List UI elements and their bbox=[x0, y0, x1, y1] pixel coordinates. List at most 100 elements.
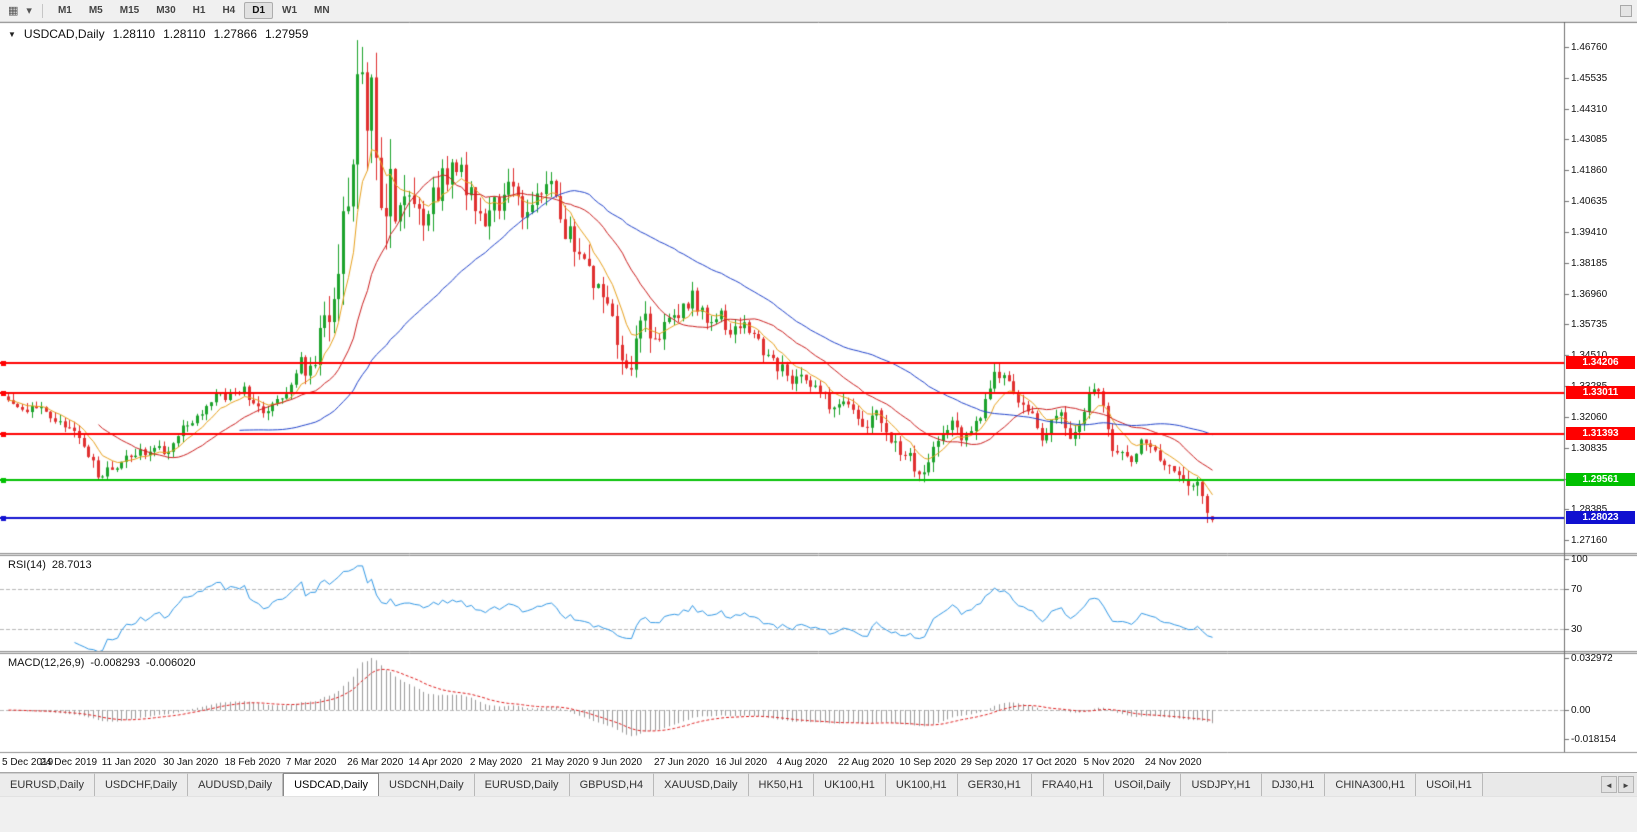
macd-scale-label: -0.018154 bbox=[1571, 733, 1617, 745]
date-scale-label: 24 Dec 2019 bbox=[40, 757, 98, 768]
price-line-tag: 1.28023 bbox=[1566, 511, 1635, 524]
date-scale-label: 14 Apr 2020 bbox=[408, 757, 463, 768]
chart-tab-12-fra40-h1[interactable]: FRA40,H1 bbox=[1031, 773, 1105, 796]
date-scale-label: 26 Mar 2020 bbox=[347, 757, 404, 768]
macd-signal-value: -0.006020 bbox=[145, 657, 196, 669]
toolbar: ▦ ▾ M1 M5 M15 M30 H1 H4 D1 W1 MN bbox=[0, 0, 1637, 22]
ohlc-high: 1.28110 bbox=[163, 27, 206, 41]
toolbar-separator bbox=[41, 3, 43, 18]
price-scale-label: 1.46760 bbox=[1571, 41, 1608, 53]
price-scale-label: 1.27160 bbox=[1571, 535, 1608, 547]
collapse-triangle-icon[interactable]: ▼ bbox=[8, 29, 16, 39]
timeframe-button-m15[interactable]: M15 bbox=[119, 5, 140, 16]
date-scale-label: 4 Aug 2020 bbox=[776, 757, 828, 768]
timeframe-button-m30[interactable]: M30 bbox=[156, 5, 176, 16]
rsi-name: RSI(14) bbox=[8, 559, 46, 571]
tab-scroll-arrows: ◄ ► bbox=[1600, 773, 1637, 796]
chart-tab-15-dj30-h1[interactable]: DJ30,H1 bbox=[1261, 773, 1326, 796]
chart-tab-17-usoil-h1[interactable]: USOil,H1 bbox=[1416, 773, 1483, 796]
chart-tab-14-usdjpy-h1[interactable]: USDJPY,H1 bbox=[1181, 773, 1262, 796]
tabs-scroll-left-icon[interactable]: ◄ bbox=[1601, 776, 1617, 793]
date-scale-label: 2 May 2020 bbox=[469, 757, 523, 768]
timeframe-button-group: M1 M5 M15 M30 H1 H4 D1 W1 MN bbox=[50, 2, 338, 19]
price-scale-label: 1.43085 bbox=[1571, 134, 1608, 146]
chart-title: ▼ USDCAD,Daily 1.28110 1.28110 1.27866 1… bbox=[8, 27, 308, 41]
chart-symbol-period: USDCAD,Daily bbox=[23, 27, 105, 41]
chart-tab-10-uk100-h1[interactable]: UK100,H1 bbox=[885, 773, 958, 796]
timeframe-button-m1[interactable]: M1 bbox=[57, 5, 72, 16]
price-line-tag: 1.34206 bbox=[1566, 356, 1635, 369]
price-scale-label: 1.28385 bbox=[1571, 504, 1608, 516]
rsi-scale-label: 100 bbox=[1571, 554, 1588, 565]
price-scale-label: 1.38185 bbox=[1571, 257, 1608, 269]
chart-dropdown-icon[interactable]: ▾ bbox=[26, 4, 32, 17]
chart-tab-3-usdcad-daily[interactable]: USDCAD,Daily bbox=[283, 773, 380, 796]
timeframe-button-h4[interactable]: H4 bbox=[222, 5, 236, 16]
timeframe-button-m5[interactable]: M5 bbox=[88, 5, 103, 16]
chart-tabs: EURUSD,Daily USDCHF,Daily AUDUSD,Daily USDC… bbox=[0, 773, 1600, 796]
price-line-tag: 1.29561 bbox=[1566, 473, 1635, 486]
price-scale-label: 1.41860 bbox=[1571, 165, 1608, 177]
ohlc-open: 1.28110 bbox=[112, 27, 156, 41]
chart-tab-bar: EURUSD,Daily USDCHF,Daily AUDUSD,Daily USDC… bbox=[0, 772, 1637, 796]
date-scale-label: 5 Nov 2020 bbox=[1083, 757, 1135, 768]
date-scale-label: 22 Aug 2020 bbox=[838, 757, 895, 768]
toolbar-grip-button[interactable] bbox=[1620, 4, 1632, 17]
timeframe-button-w1[interactable]: W1 bbox=[282, 5, 298, 16]
date-scale-label: 7 Mar 2020 bbox=[285, 757, 337, 768]
date-scale-label: 21 May 2020 bbox=[531, 757, 590, 768]
price-scale-label: 1.44310 bbox=[1571, 103, 1608, 115]
date-scale-label: 9 Jun 2020 bbox=[592, 757, 643, 768]
chart-tab-0-eurusd-daily[interactable]: EURUSD,Daily bbox=[0, 773, 95, 796]
chart-tab-11-ger30-h1[interactable]: GER30,H1 bbox=[957, 773, 1032, 796]
price-scale-label: 1.40635 bbox=[1571, 196, 1608, 208]
price-scale-label: 1.35735 bbox=[1571, 319, 1608, 331]
date-scale-label: 18 Feb 2020 bbox=[224, 757, 281, 768]
chart-tab-9-uk100-h1[interactable]: UK100,H1 bbox=[814, 773, 886, 796]
price-scale-label: 1.45535 bbox=[1571, 72, 1608, 84]
tabs-scroll-right-icon[interactable]: ► bbox=[1618, 776, 1634, 793]
chart-tab-1-usdchf-daily[interactable]: USDCHF,Daily bbox=[94, 773, 189, 796]
date-scale-label: 5 Dec 2019 bbox=[2, 757, 54, 768]
price-line-tag: 1.33011 bbox=[1566, 386, 1635, 399]
chart-region: ▼ USDCAD,Daily 1.28110 1.28110 1.27866 1… bbox=[0, 22, 1637, 772]
price-line-tag: 1.31393 bbox=[1566, 427, 1635, 440]
macd-name: MACD(12,26,9) bbox=[8, 657, 85, 669]
ohlc-close: 1.27959 bbox=[265, 27, 309, 41]
macd-main-value: -0.008293 bbox=[90, 657, 140, 669]
price-scale-label: 1.39410 bbox=[1571, 226, 1608, 238]
date-scale-label: 11 Jan 2020 bbox=[101, 757, 157, 768]
timeframe-button-mn[interactable]: MN bbox=[314, 5, 330, 16]
timeframe-button-h1[interactable]: H1 bbox=[192, 5, 206, 16]
rsi-value: 28.7013 bbox=[51, 559, 92, 571]
chart-tab-5-eurusd-daily[interactable]: EURUSD,Daily bbox=[474, 773, 570, 796]
chart-tab-13-usoil-daily[interactable]: USOil,Daily bbox=[1104, 773, 1182, 796]
date-scale-label: 29 Sep 2020 bbox=[960, 757, 1018, 768]
date-scale-label: 16 Jul 2020 bbox=[715, 757, 768, 768]
chart-tab-16-china300-h1[interactable]: CHINA300,H1 bbox=[1325, 773, 1417, 796]
price-scale-label: 1.30835 bbox=[1571, 442, 1608, 454]
date-scale-label: 27 Jun 2020 bbox=[653, 757, 710, 768]
date-scale-label: 24 Nov 2020 bbox=[1144, 757, 1202, 768]
price-scale-label: 1.34510 bbox=[1571, 350, 1607, 361]
price-scale-label: 1.32060 bbox=[1571, 411, 1608, 423]
chart-tab-2-audusd-daily[interactable]: AUDUSD,Daily bbox=[188, 773, 284, 796]
macd-scale-label: 0.032972 bbox=[1571, 652, 1613, 664]
date-scale-label: 10 Sep 2020 bbox=[899, 757, 957, 768]
macd-scale-label: 0.00 bbox=[1571, 705, 1591, 717]
chart-tab-4-usdcnh-daily[interactable]: USDCNH,Daily bbox=[379, 773, 475, 796]
macd-indicator-label: MACD(12,26,9) -0.008293 -0.006020 bbox=[8, 657, 196, 669]
price-scale-label: 1.36960 bbox=[1571, 288, 1608, 300]
ohlc-low: 1.27866 bbox=[213, 27, 257, 41]
chart-tab-8-hk50-h1[interactable]: HK50,H1 bbox=[748, 773, 815, 796]
chart-tab-6-gbpusd-h4[interactable]: GBPUSD,H4 bbox=[569, 773, 655, 796]
status-bar bbox=[0, 796, 1637, 832]
timeframe-button-d1[interactable]: D1 bbox=[244, 2, 274, 19]
date-scale-label: 30 Jan 2020 bbox=[163, 757, 219, 768]
chart-type-icon[interactable]: ▦ bbox=[8, 4, 19, 17]
price-chart-canvas[interactable] bbox=[0, 22, 1637, 772]
rsi-indicator-label: RSI(14) 28.7013 bbox=[8, 559, 92, 571]
date-scale-label: 17 Oct 2020 bbox=[1022, 757, 1077, 768]
chart-tab-7-xauusd-daily[interactable]: XAUUSD,Daily bbox=[654, 773, 749, 796]
